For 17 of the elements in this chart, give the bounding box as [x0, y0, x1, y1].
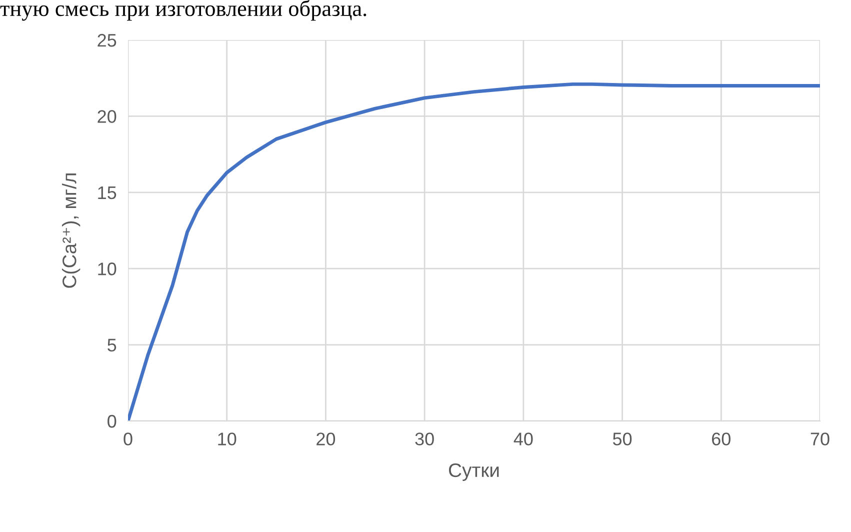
y-tick-label: 25 — [98, 34, 116, 47]
y-tick-label: 10 — [98, 262, 116, 276]
x-tick-label: 60 — [712, 432, 730, 446]
y-tick-label: 0 — [108, 414, 116, 428]
y-axis-title: C(Ca²⁺), мг/л — [62, 174, 80, 288]
x-tick-label: 30 — [415, 432, 434, 446]
text: тную смесь при изготовлении образца. — [0, 0, 366, 21]
x-tick-label: 20 — [316, 432, 336, 446]
x-tick-label: 70 — [810, 432, 830, 446]
y-tick-label: 15 — [98, 186, 116, 200]
y-tick-label: 5 — [108, 338, 116, 352]
x-axis-title: Сутки — [448, 463, 499, 481]
x-tick-label: 10 — [218, 432, 236, 446]
y-tick-label: 20 — [98, 110, 116, 123]
x-tick-label: 0 — [124, 432, 132, 446]
x-tick-label: 50 — [612, 432, 632, 446]
x-tick-label: 40 — [514, 432, 533, 446]
